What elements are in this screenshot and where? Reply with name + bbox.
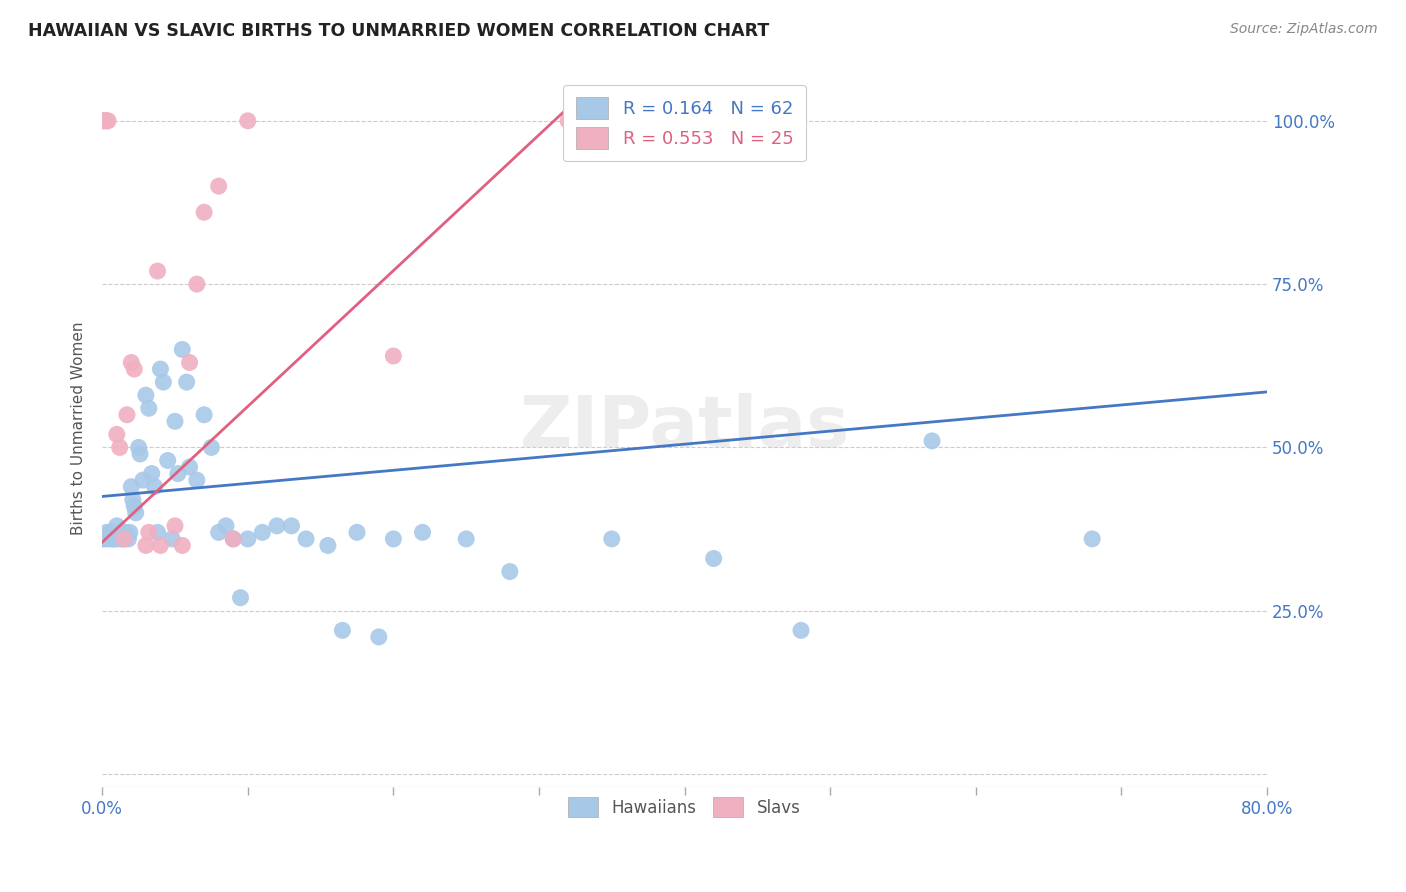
- Point: [149, 362, 172, 376]
- Point: [94, 113, 117, 128]
- Point: [118, 525, 141, 540]
- Point: [208, 525, 231, 540]
- Point: [172, 343, 194, 357]
- Point: [93, 113, 115, 128]
- Point: [790, 624, 813, 638]
- Point: [332, 624, 354, 638]
- Point: [266, 519, 288, 533]
- Point: [152, 375, 174, 389]
- Point: [163, 414, 186, 428]
- Point: [112, 532, 135, 546]
- Point: [91, 113, 114, 128]
- Point: [101, 532, 124, 546]
- Text: ZIPatlas: ZIPatlas: [519, 393, 849, 462]
- Point: [105, 427, 128, 442]
- Point: [104, 532, 127, 546]
- Point: [138, 401, 160, 416]
- Point: [121, 492, 143, 507]
- Point: [172, 538, 194, 552]
- Point: [252, 525, 274, 540]
- Point: [236, 532, 259, 546]
- Point: [222, 532, 245, 546]
- Point: [346, 525, 368, 540]
- Point: [176, 375, 198, 389]
- Point: [120, 480, 142, 494]
- Point: [143, 480, 166, 494]
- Point: [236, 113, 259, 128]
- Y-axis label: Births to Unmarried Women: Births to Unmarried Women: [72, 321, 86, 534]
- Point: [600, 532, 623, 546]
- Point: [179, 460, 201, 475]
- Point: [108, 532, 131, 546]
- Point: [367, 630, 389, 644]
- Text: Source: ZipAtlas.com: Source: ZipAtlas.com: [1230, 22, 1378, 37]
- Point: [316, 538, 339, 552]
- Point: [280, 519, 302, 533]
- Point: [103, 532, 125, 546]
- Point: [105, 519, 128, 533]
- Point: [98, 532, 121, 546]
- Point: [112, 532, 135, 546]
- Point: [208, 179, 231, 194]
- Point: [138, 525, 160, 540]
- Point: [179, 355, 201, 369]
- Point: [382, 532, 405, 546]
- Point: [135, 538, 157, 552]
- Point: [156, 453, 179, 467]
- Point: [382, 349, 405, 363]
- Point: [557, 113, 579, 128]
- Point: [215, 519, 238, 533]
- Point: [222, 532, 245, 546]
- Point: [110, 525, 132, 540]
- Point: [456, 532, 478, 546]
- Point: [186, 277, 208, 292]
- Point: [117, 532, 139, 546]
- Point: [125, 506, 148, 520]
- Point: [193, 408, 215, 422]
- Point: [163, 519, 186, 533]
- Point: [193, 205, 215, 219]
- Point: [114, 525, 136, 540]
- Point: [1081, 532, 1104, 546]
- Point: [703, 551, 725, 566]
- Point: [100, 525, 122, 540]
- Point: [122, 362, 145, 376]
- Point: [167, 467, 190, 481]
- Point: [128, 441, 150, 455]
- Point: [115, 408, 138, 422]
- Point: [122, 500, 145, 514]
- Point: [132, 473, 155, 487]
- Point: [91, 532, 114, 546]
- Point: [129, 447, 152, 461]
- Point: [149, 538, 172, 552]
- Point: [921, 434, 943, 448]
- Point: [295, 532, 318, 546]
- Point: [135, 388, 157, 402]
- Point: [146, 525, 169, 540]
- Point: [499, 565, 522, 579]
- Point: [411, 525, 433, 540]
- Point: [97, 113, 120, 128]
- Text: HAWAIIAN VS SLAVIC BIRTHS TO UNMARRIED WOMEN CORRELATION CHART: HAWAIIAN VS SLAVIC BIRTHS TO UNMARRIED W…: [28, 22, 769, 40]
- Point: [229, 591, 252, 605]
- Point: [146, 264, 169, 278]
- Point: [108, 441, 131, 455]
- Point: [141, 467, 163, 481]
- Point: [186, 473, 208, 487]
- Legend: Hawaiians, Slavs: Hawaiians, Slavs: [560, 789, 808, 826]
- Point: [96, 113, 118, 128]
- Point: [200, 441, 222, 455]
- Point: [94, 532, 117, 546]
- Point: [111, 532, 134, 546]
- Point: [160, 532, 183, 546]
- Point: [120, 355, 142, 369]
- Point: [96, 525, 118, 540]
